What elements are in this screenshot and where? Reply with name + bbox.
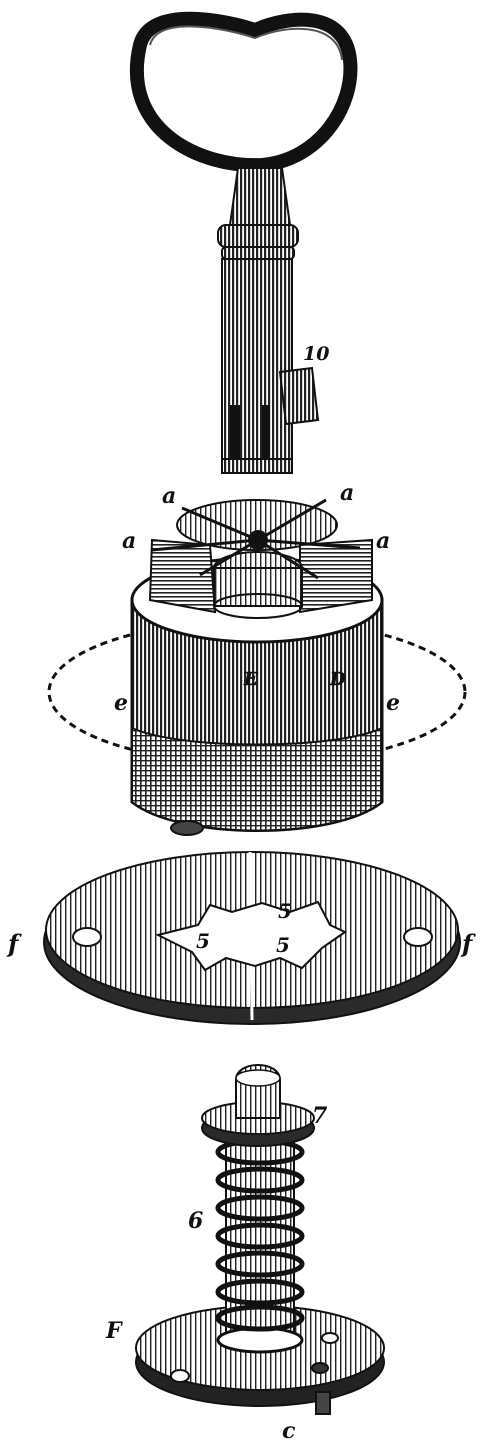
plate-hole-left xyxy=(72,927,102,947)
label-5-3: 5 xyxy=(276,933,290,957)
sector-right xyxy=(299,538,373,614)
cylinder: a a a a E D e e xyxy=(47,480,467,836)
label-a-3: a xyxy=(122,528,136,554)
sector-left xyxy=(148,538,217,614)
label-5-2: 5 xyxy=(278,899,292,923)
plate-hole-right xyxy=(403,927,433,947)
label-E: E xyxy=(243,669,258,690)
plate: f f 5 5 5 xyxy=(6,851,476,1025)
spring-assembly: 7 6 F c xyxy=(105,1064,385,1444)
label-f-right: f xyxy=(460,929,476,958)
key-bow xyxy=(129,11,358,173)
cylinder-foot xyxy=(170,820,204,836)
label-6: 6 xyxy=(188,1208,203,1234)
key: 10 xyxy=(129,11,358,474)
label-F: F xyxy=(105,1318,123,1344)
label-a-2: a xyxy=(340,480,354,506)
base-hole-3 xyxy=(311,1362,329,1374)
key-neck xyxy=(228,167,292,226)
key-number-label: 10 xyxy=(303,343,329,365)
label-a-1: a xyxy=(162,483,176,509)
key-collar xyxy=(217,224,299,248)
label-f-left: f xyxy=(6,929,22,958)
label-e-right: e xyxy=(386,690,400,716)
base-post xyxy=(315,1391,331,1415)
wire-hub xyxy=(248,530,268,550)
base-hole-2 xyxy=(321,1332,339,1344)
label-a-4: a xyxy=(376,528,390,554)
top-dome xyxy=(176,499,338,551)
label-5-1: 5 xyxy=(196,929,210,953)
keyhole-opening xyxy=(155,900,347,972)
label-D: D xyxy=(329,669,346,690)
label-c: c xyxy=(282,1418,296,1444)
label-e-left: e xyxy=(114,690,128,716)
base-hole-1 xyxy=(170,1369,190,1383)
label-7: 7 xyxy=(312,1103,328,1129)
key-bit xyxy=(278,366,320,426)
